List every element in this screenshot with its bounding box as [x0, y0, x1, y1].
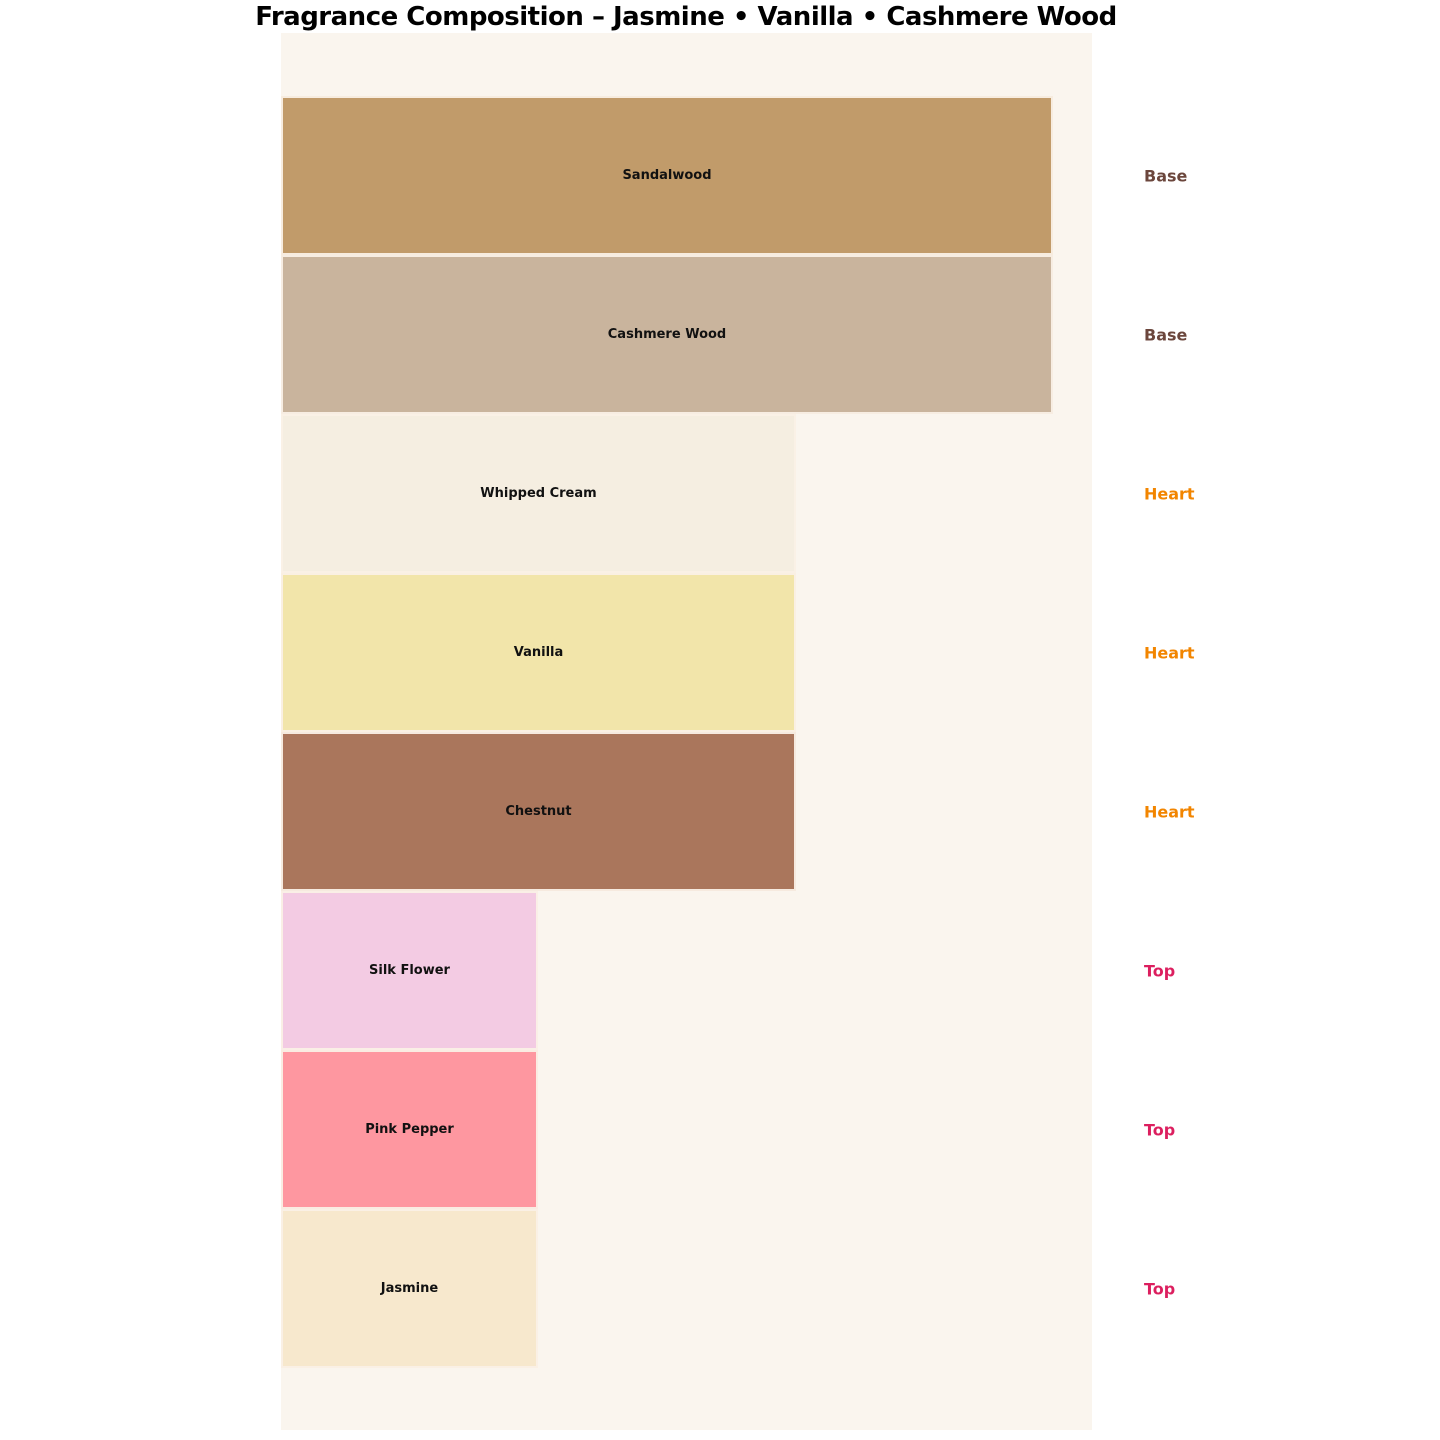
bar-whipped-cream: Whipped Cream: [281, 414, 796, 573]
tier-label-base-1: Base: [1144, 325, 1188, 344]
bar-sandalwood: Sandalwood: [281, 96, 1053, 255]
bar-vanilla: Vanilla: [281, 573, 796, 732]
bar-label-sandalwood: Sandalwood: [622, 168, 712, 183]
bar-cashmere-wood: Cashmere Wood: [281, 255, 1053, 414]
bar-label-vanilla: Vanilla: [513, 645, 564, 660]
bar-jasmine: Jasmine: [281, 1209, 538, 1368]
bar-label-silk-flower: Silk Flower: [369, 963, 450, 978]
tier-label-top-6: Top: [1144, 1120, 1176, 1139]
tier-label-heart-3: Heart: [1144, 643, 1195, 662]
chart-title: Fragrance Composition – Jasmine • Vanill…: [255, 2, 1117, 32]
bar-label-jasmine: Jasmine: [380, 1281, 439, 1296]
bar-label-cashmere-wood: Cashmere Wood: [607, 327, 727, 342]
bar-label-pink-pepper: Pink Pepper: [365, 1122, 454, 1137]
tier-label-heart-2: Heart: [1144, 484, 1195, 503]
bar-pink-pepper: Pink Pepper: [281, 1050, 538, 1209]
tier-label-base-0: Base: [1144, 166, 1188, 185]
tier-label-heart-4: Heart: [1144, 802, 1195, 821]
bar-label-whipped-cream: Whipped Cream: [480, 486, 597, 501]
bar-label-chestnut: Chestnut: [505, 804, 572, 819]
tier-label-top-7: Top: [1144, 1279, 1176, 1298]
bar-chestnut: Chestnut: [281, 732, 796, 891]
plot-area: Sandalwood Cashmere Wood Whipped Cream Vani…: [281, 33, 1092, 1430]
bar-silk-flower: Silk Flower: [281, 891, 538, 1050]
tier-label-top-5: Top: [1144, 961, 1176, 980]
